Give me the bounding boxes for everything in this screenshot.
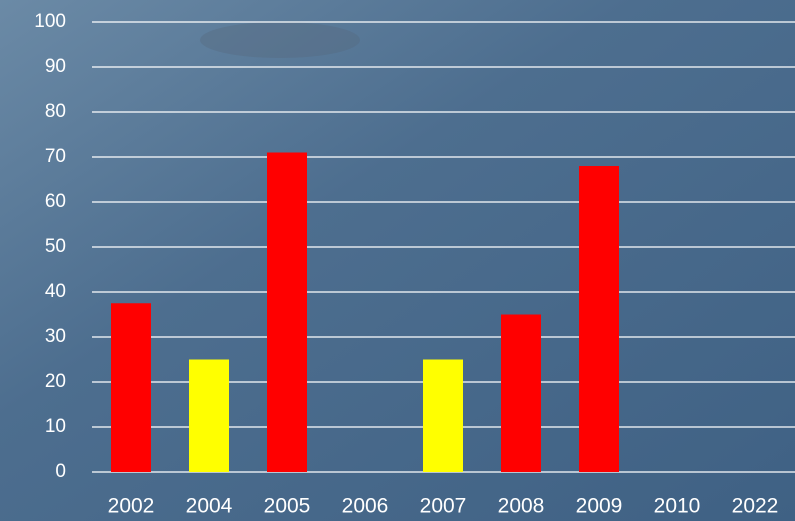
x-tick-label: 2022	[732, 495, 779, 518]
y-tick-label: 70	[45, 146, 66, 167]
bar	[579, 166, 619, 472]
x-tick-label: 2010	[654, 495, 701, 518]
y-tick-label: 90	[45, 56, 66, 77]
bar	[267, 153, 307, 473]
y-tick-label: 40	[45, 281, 66, 302]
bar	[423, 360, 463, 473]
x-tick-label: 2004	[186, 495, 233, 518]
y-tick-label: 10	[45, 416, 66, 437]
bar	[501, 315, 541, 473]
y-tick-label: 20	[45, 371, 66, 392]
y-tick-label: 100	[34, 11, 66, 32]
y-tick-label: 50	[45, 236, 66, 257]
bar	[111, 303, 151, 472]
y-tick-label: 60	[45, 191, 66, 212]
y-tick-label: 0	[55, 461, 66, 482]
x-tick-label: 2008	[498, 495, 545, 518]
texture	[200, 22, 360, 58]
y-tick-label: 80	[45, 101, 66, 122]
x-tick-label: 2007	[420, 495, 467, 518]
x-tick-label: 2002	[108, 495, 155, 518]
y-tick-label: 30	[45, 326, 66, 347]
page: 0 10 20 30 40 50 60 70 80 90 100 2002 2004 2005 2006 20…	[0, 0, 795, 521]
bar	[189, 360, 229, 473]
x-tick-label: 2005	[264, 495, 311, 518]
x-tick-label: 2009	[576, 495, 623, 518]
chart: 0 10 20 30 40 50 60 70 80 90 100 2002 2004 2005 2006 20…	[0, 0, 795, 521]
x-tick-label: 2006	[342, 495, 389, 518]
